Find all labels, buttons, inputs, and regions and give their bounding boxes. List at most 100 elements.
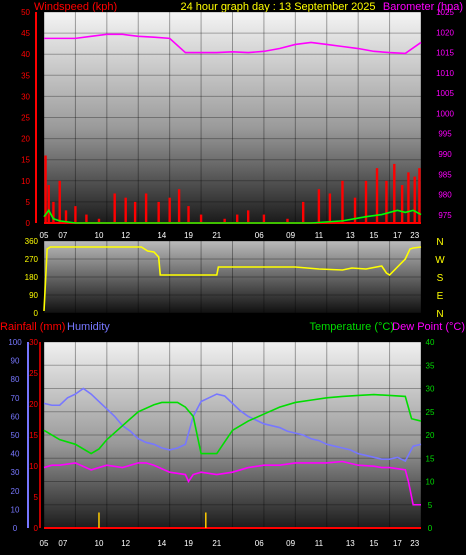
x-tick-label-bottom: 13 <box>346 539 355 548</box>
temperature-tick-label: 15 <box>426 454 435 463</box>
wind-bar <box>74 206 77 223</box>
wind-bar <box>85 214 88 223</box>
x-tick-label-top: 15 <box>369 231 378 240</box>
wind-tick-label: 10 <box>21 177 30 186</box>
direction-tick-label: 0 <box>34 309 39 318</box>
x-tick-label-top: 14 <box>157 231 166 240</box>
compass-label: W <box>435 255 445 266</box>
wind-tick-label: 20 <box>21 135 30 144</box>
barometer-axis-label: Barometer (hpa) <box>383 1 463 13</box>
humidity-tick-label: 60 <box>11 412 20 421</box>
x-tick-label-top: 10 <box>95 231 104 240</box>
rain-tick-label: 0 <box>34 524 39 533</box>
wind-bar <box>177 189 181 223</box>
x-tick-label-top: 21 <box>212 231 221 240</box>
humidity-line <box>43 387 422 463</box>
dewpoint-line <box>43 460 421 506</box>
direction-tick-label: 270 <box>25 255 39 264</box>
wind-bar <box>58 180 61 223</box>
humidity-tick-label: 50 <box>11 431 20 440</box>
direction-tick-label: 360 <box>25 237 39 246</box>
series-layer <box>43 33 422 528</box>
temperature-axis-label: Temperature (°C) <box>310 321 394 333</box>
barometer-tick-label: 1025 <box>436 8 454 17</box>
humidity-tick-label: 20 <box>11 487 20 496</box>
wind-bar <box>236 214 239 223</box>
wind-bar <box>124 197 127 223</box>
barometer-tick-label: 1015 <box>436 49 454 58</box>
windspeed-axis-label: Windspeed (kph) <box>34 1 117 13</box>
rain-tick-label: 5 <box>34 493 39 502</box>
temp-panel-background <box>44 342 421 528</box>
barometer-tick-label: 1010 <box>436 69 454 78</box>
wind-bar <box>97 218 101 223</box>
temperature-tick-label: 10 <box>426 478 435 487</box>
direction-tick-label: 180 <box>25 273 39 282</box>
temperature-tick-label: 30 <box>426 385 435 394</box>
wind-bar <box>144 193 148 223</box>
wind-bar <box>223 218 226 223</box>
temperature-tick-label: 0 <box>428 524 433 533</box>
humidity-tick-label: 100 <box>8 338 22 347</box>
barometer-tick-label: 990 <box>438 150 452 159</box>
wind-tick-label: 0 <box>26 219 31 228</box>
wind-bar <box>341 180 344 223</box>
x-tick-label-bottom: 15 <box>369 539 378 548</box>
humidity-tick-label: 80 <box>11 375 20 384</box>
barometer-tick-label: 985 <box>438 170 452 179</box>
temperature-tick-label: 35 <box>426 361 435 370</box>
x-tick-label-top: 23 <box>410 231 419 240</box>
x-tick-label-bottom: 09 <box>286 539 295 548</box>
wind-bar <box>301 201 305 223</box>
compass-label: N <box>436 309 443 320</box>
temperature-tick-label: 5 <box>428 501 433 510</box>
x-tick-label-top: 19 <box>184 231 193 240</box>
wind-tick-label: 35 <box>21 71 30 80</box>
wind-bar <box>400 185 404 223</box>
wind-bar <box>375 168 379 223</box>
rain-tick-label: 15 <box>29 431 38 440</box>
humidity-axis-label: Humidity <box>67 321 110 333</box>
grid-layer <box>27 11 422 529</box>
dewpoint-axis-label: Dew Point (°C) <box>392 321 465 333</box>
wind-bar <box>353 197 357 223</box>
barometer-tick-label: 1005 <box>436 89 454 98</box>
rain-tick-label: 30 <box>29 338 38 347</box>
wind-bar <box>407 172 410 223</box>
humidity-tick-label: 30 <box>11 468 20 477</box>
rain-tick-label: 10 <box>29 462 38 471</box>
barometer-line <box>44 33 422 55</box>
compass-label: N <box>436 237 443 248</box>
wind-tick-label: 30 <box>21 92 30 101</box>
wind-tick-label: 50 <box>21 8 30 17</box>
x-tick-label-top: 06 <box>255 231 264 240</box>
wind-tick-label: 45 <box>21 29 30 38</box>
x-tick-label-top: 05 <box>40 231 49 240</box>
wind-bar <box>286 218 289 223</box>
humidity-tick-label: 40 <box>11 450 20 459</box>
wind-bar <box>44 155 47 223</box>
x-tick-label-bottom: 11 <box>315 539 324 548</box>
wind-bar <box>157 201 160 223</box>
rainfall-axis-label: Rainfall (mm) <box>0 321 65 333</box>
barometer-tick-label: 980 <box>438 191 452 200</box>
wind-bar <box>385 180 388 223</box>
humidity-tick-label: 0 <box>13 524 18 533</box>
x-tick-label-top: 07 <box>58 231 67 240</box>
barometer-tick-label: 1000 <box>436 109 454 118</box>
wind-bar <box>168 197 171 223</box>
direction-panel-background <box>44 241 421 313</box>
x-tick-label-bottom: 17 <box>393 539 402 548</box>
wind-bar <box>47 185 50 223</box>
wind-tick-label: 15 <box>21 156 30 165</box>
wind-bar <box>317 189 321 223</box>
x-tick-label-top: 17 <box>393 231 402 240</box>
x-tick-label-bottom: 10 <box>95 539 104 548</box>
rain-tick-label: 20 <box>29 400 38 409</box>
barometer-tick-label: 995 <box>438 130 452 139</box>
compass-label: S <box>437 273 444 284</box>
wind-bar <box>199 214 203 223</box>
barometer-tick-label: 975 <box>438 211 452 220</box>
wind-bar <box>52 201 55 223</box>
